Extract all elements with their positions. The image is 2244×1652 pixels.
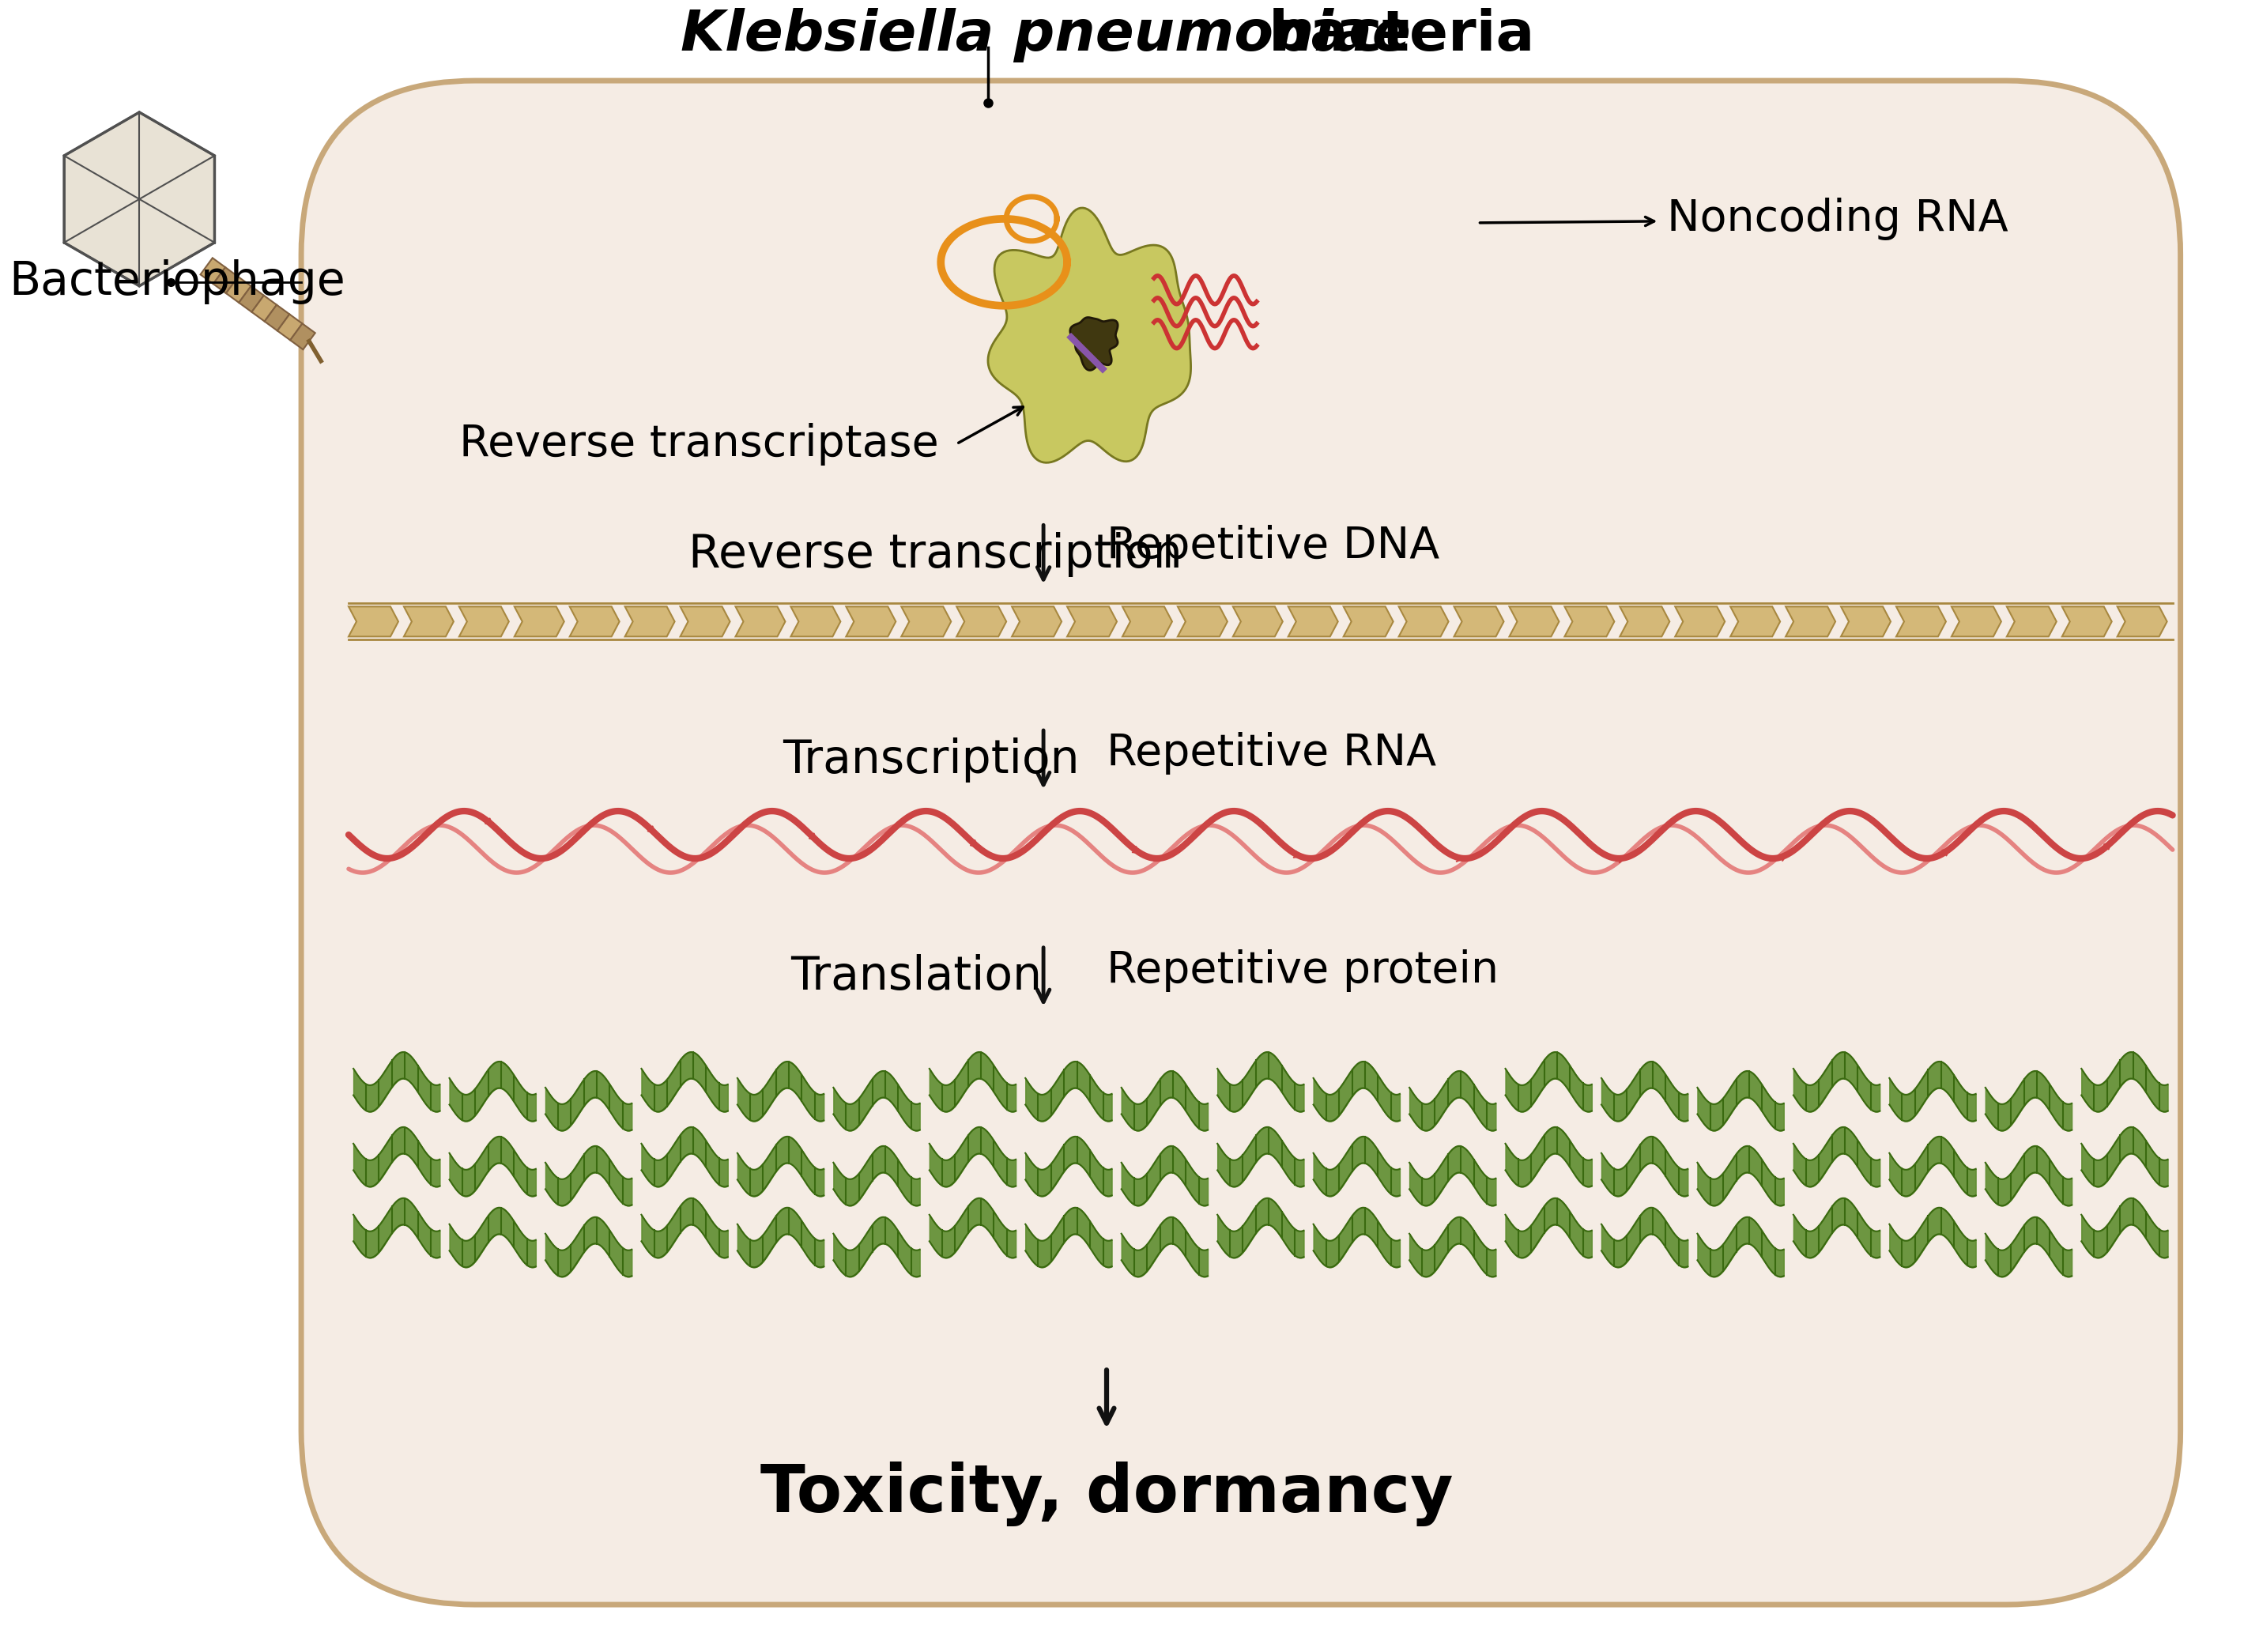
Polygon shape — [1178, 606, 1227, 636]
Text: Repetitive protein: Repetitive protein — [1106, 950, 1499, 991]
Text: Reverse transcriptase: Reverse transcriptase — [460, 423, 938, 466]
Polygon shape — [1952, 606, 2002, 636]
Polygon shape — [227, 276, 251, 302]
Polygon shape — [2062, 606, 2112, 636]
Polygon shape — [289, 324, 314, 350]
Polygon shape — [238, 286, 265, 312]
Polygon shape — [1674, 606, 1726, 636]
Polygon shape — [570, 606, 619, 636]
Polygon shape — [1012, 606, 1061, 636]
Polygon shape — [1564, 606, 1613, 636]
Polygon shape — [265, 306, 289, 330]
Polygon shape — [1070, 317, 1118, 370]
Polygon shape — [1288, 606, 1337, 636]
Text: Bacteriophage: Bacteriophage — [9, 259, 346, 304]
Polygon shape — [251, 296, 276, 322]
Text: Translation: Translation — [790, 955, 1041, 999]
Polygon shape — [1068, 606, 1118, 636]
Text: Reverse transcription: Reverse transcription — [689, 532, 1183, 577]
Polygon shape — [956, 606, 1005, 636]
Text: Noncoding RNA: Noncoding RNA — [1667, 198, 2008, 240]
Polygon shape — [987, 208, 1192, 463]
Polygon shape — [2006, 606, 2056, 636]
Polygon shape — [278, 314, 303, 340]
Polygon shape — [624, 606, 675, 636]
Polygon shape — [514, 606, 563, 636]
Polygon shape — [65, 112, 215, 286]
Text: Repetitive DNA: Repetitive DNA — [1106, 525, 1441, 568]
Polygon shape — [846, 606, 895, 636]
Polygon shape — [736, 606, 785, 636]
Polygon shape — [902, 606, 951, 636]
Polygon shape — [348, 606, 399, 636]
Polygon shape — [213, 268, 238, 294]
Polygon shape — [1620, 606, 1670, 636]
Text: Klebsiella pneumoniae: Klebsiella pneumoniae — [680, 8, 1411, 63]
FancyBboxPatch shape — [301, 81, 2181, 1604]
Polygon shape — [1730, 606, 1779, 636]
Text: Transcription: Transcription — [783, 737, 1079, 783]
Polygon shape — [1454, 606, 1503, 636]
Polygon shape — [404, 606, 453, 636]
Polygon shape — [680, 606, 729, 636]
Polygon shape — [1510, 606, 1560, 636]
Text: Toxicity, dormancy: Toxicity, dormancy — [761, 1462, 1454, 1526]
Polygon shape — [1398, 606, 1447, 636]
Polygon shape — [1344, 606, 1394, 636]
Polygon shape — [1232, 606, 1284, 636]
Polygon shape — [1122, 606, 1171, 636]
Text: Repetitive RNA: Repetitive RNA — [1106, 732, 1436, 775]
Polygon shape — [200, 258, 224, 284]
Polygon shape — [2118, 606, 2168, 636]
Polygon shape — [1786, 606, 1836, 636]
Polygon shape — [460, 606, 509, 636]
Polygon shape — [1840, 606, 1892, 636]
Polygon shape — [1896, 606, 1946, 636]
Polygon shape — [790, 606, 842, 636]
Text: bacteria: bacteria — [1248, 8, 1535, 63]
